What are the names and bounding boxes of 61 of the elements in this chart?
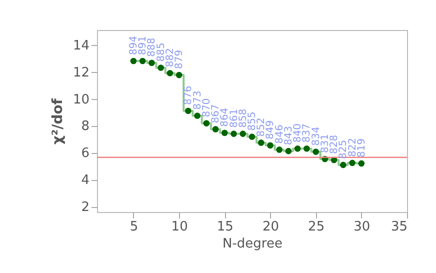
point [230, 130, 237, 137]
point [176, 72, 182, 78]
y-tick-label: 12 [72, 65, 90, 80]
annotation: 831 [320, 134, 331, 154]
annotation: 873 [192, 90, 204, 110]
y-tick-label: 14 [72, 38, 90, 54]
annotation: 870 [201, 98, 212, 118]
x-tick-label: 10 [171, 220, 188, 234]
x-tick-label: 25 [308, 220, 325, 234]
point [267, 142, 274, 149]
annotation: 876 [183, 86, 194, 105]
x-tick-label: 5 [130, 220, 138, 234]
annotation: 879 [174, 50, 186, 70]
point [130, 58, 137, 64]
x-axis-title: N-degree [222, 236, 282, 252]
annotation: 882 [164, 48, 176, 68]
annotation: 843 [283, 126, 294, 146]
point [312, 148, 319, 155]
point [258, 140, 264, 146]
annotation: 819 [356, 138, 368, 158]
y-tick-label: 8 [81, 119, 90, 134]
point [166, 70, 174, 76]
annotation: 837 [302, 124, 313, 143]
point [203, 120, 210, 126]
point [285, 148, 292, 154]
y-tick-label: 4 [81, 173, 90, 188]
x-tick-label: 20 [262, 220, 280, 234]
annotation: 861 [228, 108, 240, 128]
annotation: 894 [128, 36, 140, 56]
point [221, 130, 228, 136]
point [358, 160, 365, 167]
y-tick-label: 6 [81, 146, 90, 162]
point [148, 60, 155, 66]
point [185, 108, 192, 114]
annotation: 855 [247, 112, 258, 131]
x-tick-label: 30 [354, 220, 370, 234]
point [340, 162, 346, 168]
point [240, 130, 246, 137]
y-tick-label: 2 [81, 200, 90, 216]
annotation: 825 [338, 140, 350, 159]
point [276, 146, 283, 153]
annotation: 888 [146, 38, 158, 57]
point [212, 126, 219, 132]
point [139, 58, 146, 64]
annotation: 849 [265, 120, 276, 140]
point [349, 160, 356, 166]
annotation: 846 [274, 124, 286, 144]
annotation: 885 [156, 42, 167, 62]
annotation: 834 [310, 126, 322, 146]
point [194, 112, 200, 119]
y-axis-title: χ²/dof [50, 98, 66, 145]
point [158, 64, 164, 71]
point [304, 145, 310, 152]
annotation: 858 [238, 108, 249, 128]
x-tick-label: 15 [216, 220, 234, 234]
annotation: 822 [347, 138, 358, 157]
x-tick-label: 35 [390, 220, 408, 234]
annotation: 864 [220, 108, 231, 127]
point [248, 134, 256, 140]
point [294, 145, 301, 152]
y-tick-label: 10 [72, 92, 90, 108]
